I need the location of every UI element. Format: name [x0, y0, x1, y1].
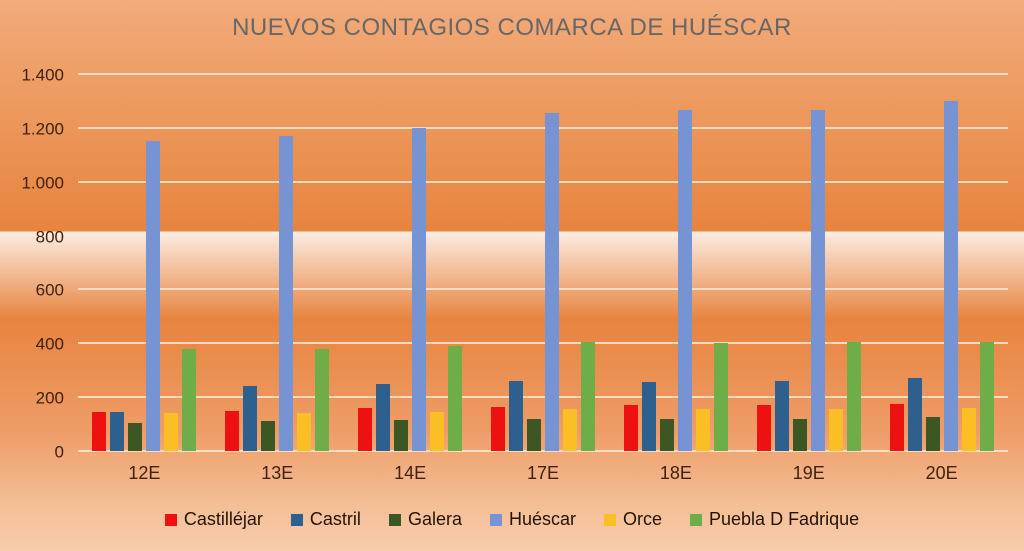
- bar-orce-18E: [695, 409, 710, 451]
- legend-swatch-icon: [690, 513, 703, 526]
- bar-castilléjar-13E: [225, 410, 240, 451]
- x-tick-label-17E: 17E: [526, 463, 560, 483]
- x-tick-label-20E: 20E: [925, 463, 958, 483]
- bar-castilléjar-20E: [889, 403, 904, 451]
- bar-puebla-d-fadrique-19E: [846, 341, 861, 451]
- legend-label: Huéscar: [508, 509, 576, 529]
- bar-puebla-d-fadrique-12E: [182, 348, 197, 451]
- bar-huéscar-13E: [279, 135, 294, 451]
- legend-label: Puebla D Fadrique: [709, 509, 860, 529]
- y-tick-label: 1.200: [21, 119, 64, 139]
- bar-orce-20E: [961, 407, 976, 451]
- bar-orce-19E: [828, 409, 843, 451]
- legend-item-castilléjar: Castilléjar: [164, 509, 263, 530]
- bar-puebla-d-fadrique-20E: [979, 341, 994, 451]
- bar-galera-14E: [394, 420, 409, 451]
- bar-castril-17E: [509, 381, 523, 451]
- legend-label: Orce: [623, 509, 663, 529]
- gridline-600: [78, 288, 1008, 291]
- bar-castril-20E: [907, 378, 922, 451]
- legend-swatch-icon: [164, 513, 177, 526]
- legend-label: Galera: [407, 509, 462, 529]
- bar-group-19E: [742, 74, 875, 451]
- gridline-200: [78, 396, 1008, 399]
- legend-item-puebla-d-fadrique: Puebla D Fadrique: [690, 509, 859, 530]
- bar-groups: [78, 74, 1008, 451]
- bar-castilléjar-17E: [491, 406, 505, 451]
- legend: Castilléjar Castril Galera Huéscar Orce Puebl…: [0, 509, 1024, 530]
- y-tick-label: 400: [35, 334, 64, 354]
- y-tick-label: 600: [35, 280, 64, 300]
- bar-castril-13E: [243, 386, 258, 451]
- bar-huéscar-12E: [146, 141, 161, 451]
- x-tick-label-12E: 12E: [128, 463, 161, 483]
- x-axis-labels: 12E 13E 14E 17E 18E 19E 20E: [78, 463, 1008, 484]
- bar-puebla-d-fadrique-14E: [448, 345, 463, 451]
- bar-orce-17E: [563, 409, 577, 451]
- bar-orce-14E: [430, 411, 445, 451]
- bar-group-14E: [344, 74, 477, 451]
- x-tick-label-14E: 14E: [394, 463, 427, 483]
- bar-group-13E: [211, 74, 344, 451]
- bar-huéscar-20E: [943, 100, 958, 451]
- bar-castilléjar-19E: [756, 405, 771, 451]
- legend-item-orce: Orce: [604, 509, 662, 530]
- x-tick-label-18E: 18E: [659, 463, 692, 483]
- bar-huéscar-18E: [677, 110, 692, 451]
- plot-area: [78, 73, 1008, 452]
- bar-castril-18E: [641, 382, 656, 451]
- bar-group-18E: [609, 74, 742, 451]
- legend-swatch-icon: [604, 513, 616, 526]
- bar-galera-12E: [128, 422, 143, 451]
- bar-puebla-d-fadrique-17E: [581, 341, 595, 451]
- y-tick-label: 800: [35, 227, 64, 247]
- legend-label: Castilléjar: [183, 509, 263, 529]
- bar-huéscar-14E: [412, 127, 427, 451]
- y-tick-label: 1.400: [21, 65, 64, 85]
- x-tick-label-19E: 19E: [792, 463, 825, 483]
- bar-group-12E: [78, 74, 211, 451]
- legend-swatch-icon: [388, 513, 401, 526]
- bar-castilléjar-14E: [358, 407, 373, 451]
- x-tick-label-13E: 13E: [261, 463, 294, 483]
- bar-huéscar-19E: [810, 110, 825, 451]
- bar-castril-19E: [774, 381, 789, 451]
- bar-castril-12E: [110, 411, 125, 451]
- bar-galera-13E: [261, 421, 276, 451]
- gridline-1.200: [78, 126, 1008, 129]
- bar-galera-17E: [527, 418, 541, 451]
- bar-galera-20E: [925, 417, 940, 451]
- gridline-1.400: [78, 73, 1008, 75]
- legend-label: Castril: [309, 509, 361, 529]
- gridline-1.000: [78, 180, 1008, 183]
- bar-group-20E: [875, 74, 1008, 451]
- bar-galera-19E: [792, 418, 807, 451]
- legend-swatch-icon: [489, 513, 502, 526]
- bar-castril-14E: [376, 383, 391, 451]
- bar-huéscar-17E: [545, 113, 559, 451]
- bar-castilléjar-18E: [623, 405, 638, 451]
- y-tick-label: 200: [35, 388, 64, 408]
- y-tick-label: 1.000: [21, 173, 64, 193]
- bar-galera-18E: [659, 418, 674, 451]
- legend-item-galera: Galera: [388, 509, 462, 530]
- bar-orce-13E: [297, 413, 312, 451]
- bar-puebla-d-fadrique-13E: [315, 348, 330, 451]
- bar-orce-12E: [164, 413, 179, 451]
- bar-group-17E: [477, 74, 610, 451]
- bar-puebla-d-fadrique-18E: [713, 343, 728, 451]
- y-tick-label: 0: [54, 442, 64, 462]
- gridline-800: [78, 234, 1008, 237]
- legend-item-castril: Castril: [290, 509, 361, 530]
- legend-item-huéscar: Huéscar: [489, 509, 576, 530]
- gridline-400: [78, 342, 1008, 345]
- bar-castilléjar-12E: [92, 411, 107, 451]
- y-axis-labels: 1.400 1.200 1.000 800 600 400 200 0: [0, 67, 64, 461]
- gridline-0: [78, 450, 1008, 452]
- chart-title: NUEVOS CONTAGIOS COMARCA DE HUÉSCAR: [232, 14, 792, 41]
- legend-swatch-icon: [290, 513, 303, 526]
